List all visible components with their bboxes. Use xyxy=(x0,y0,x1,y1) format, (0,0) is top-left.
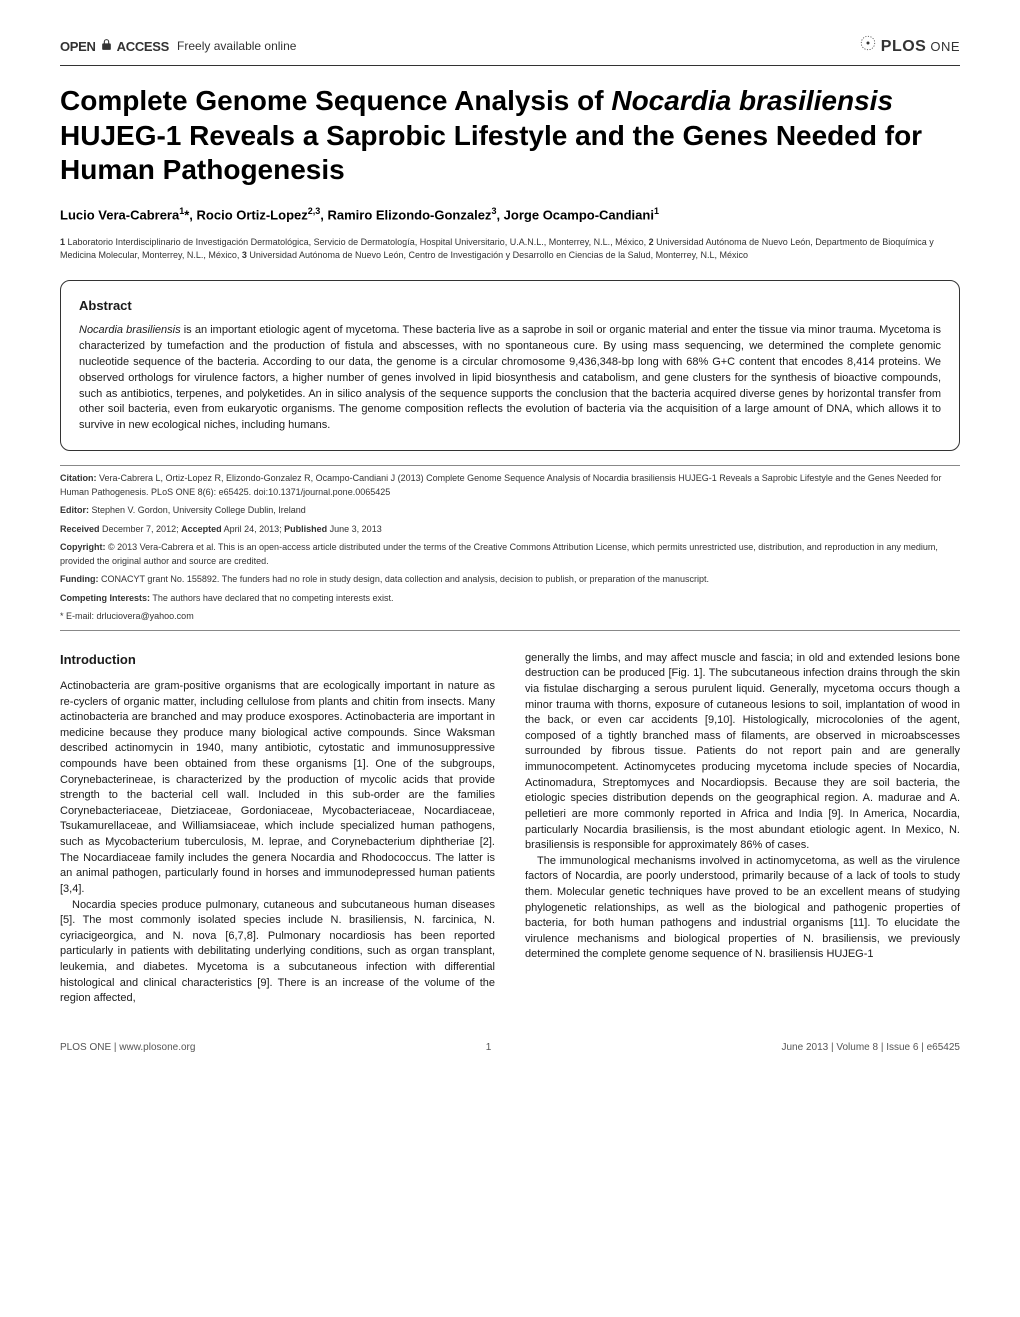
lock-icon xyxy=(100,38,113,56)
column-left: Introduction Actinobacteria are gram-pos… xyxy=(60,651,495,1007)
footer-right: June 2013 | Volume 8 | Issue 6 | e65425 xyxy=(782,1041,960,1055)
competing-label: Competing Interests: xyxy=(60,593,150,603)
authors-line: Lucio Vera-Cabrera1*, Rocio Ortiz-Lopez2… xyxy=(60,205,960,225)
editor-text: Stephen V. Gordon, University College Du… xyxy=(89,505,306,515)
introduction-heading: Introduction xyxy=(60,651,495,669)
top-bar: OPEN ACCESS Freely available online PLOS… xyxy=(60,34,960,66)
article-title: Complete Genome Sequence Analysis of Noc… xyxy=(60,84,960,186)
accepted-label: Accepted xyxy=(181,524,222,534)
citation-text: Vera-Cabrera L, Ortiz-Lopez R, Elizondo-… xyxy=(60,473,941,497)
intro-p4: The immunological mechanisms involved in… xyxy=(525,854,960,963)
column-right: generally the limbs, and may affect musc… xyxy=(525,651,960,1007)
open-access-badge: OPEN ACCESS Freely available online xyxy=(60,38,296,56)
meta-block: Citation: Vera-Cabrera L, Ortiz-Lopez R,… xyxy=(60,465,960,631)
editor-label: Editor: xyxy=(60,505,89,515)
email-line: * E-mail: drluciovera@yahoo.com xyxy=(60,610,960,624)
plos-circle-icon xyxy=(859,34,877,59)
footer-page-number: 1 xyxy=(486,1041,492,1055)
funding-label: Funding: xyxy=(60,574,98,584)
footer-left: PLOS ONE | www.plosone.org xyxy=(60,1041,195,1055)
received-label: Received xyxy=(60,524,100,534)
affiliations: 1 Laboratorio Interdisciplinario de Inve… xyxy=(60,236,960,261)
intro-p1: Actinobacteria are gram-positive organis… xyxy=(60,679,495,898)
competing-line: Competing Interests: The authors have de… xyxy=(60,592,960,606)
published-label: Published xyxy=(284,524,327,534)
meta-rule xyxy=(60,465,960,466)
access-word: ACCESS xyxy=(117,38,169,56)
body-columns: Introduction Actinobacteria are gram-pos… xyxy=(60,651,960,1007)
open-word: OPEN xyxy=(60,38,96,56)
competing-text: The authors have declared that no compet… xyxy=(150,593,393,603)
funding-line: Funding: CONACYT grant No. 155892. The f… xyxy=(60,573,960,587)
meta-rule-bottom xyxy=(60,630,960,631)
received-date: December 7, 2012; xyxy=(100,524,182,534)
citation-label: Citation: xyxy=(60,473,97,483)
abstract-body: Nocardia brasiliensis is an important et… xyxy=(79,323,941,435)
abstract-heading: Abstract xyxy=(79,297,941,315)
published-date: June 3, 2013 xyxy=(327,524,382,534)
copyright-label: Copyright: xyxy=(60,542,106,552)
freely-text: Freely available online xyxy=(177,38,296,55)
plos-logo: PLOS ONE xyxy=(859,34,960,59)
editor-line: Editor: Stephen V. Gordon, University Co… xyxy=(60,504,960,518)
plos-one-text: ONE xyxy=(930,38,960,56)
plos-text: PLOS xyxy=(881,36,927,58)
citation-line: Citation: Vera-Cabrera L, Ortiz-Lopez R,… xyxy=(60,472,960,499)
copyright-text: © 2013 Vera-Cabrera et al. This is an op… xyxy=(60,542,938,566)
copyright-line: Copyright: © 2013 Vera-Cabrera et al. Th… xyxy=(60,541,960,568)
accepted-date: April 24, 2013; xyxy=(222,524,285,534)
dates-line: Received December 7, 2012; Accepted Apri… xyxy=(60,523,960,537)
intro-p3: generally the limbs, and may affect musc… xyxy=(525,651,960,854)
funding-text: CONACYT grant No. 155892. The funders ha… xyxy=(98,574,709,584)
abstract-box: Abstract Nocardia brasiliensis is an imp… xyxy=(60,280,960,452)
intro-p2: Nocardia species produce pulmonary, cuta… xyxy=(60,898,495,1007)
page-footer: PLOS ONE | www.plosone.org 1 June 2013 |… xyxy=(60,1041,960,1055)
